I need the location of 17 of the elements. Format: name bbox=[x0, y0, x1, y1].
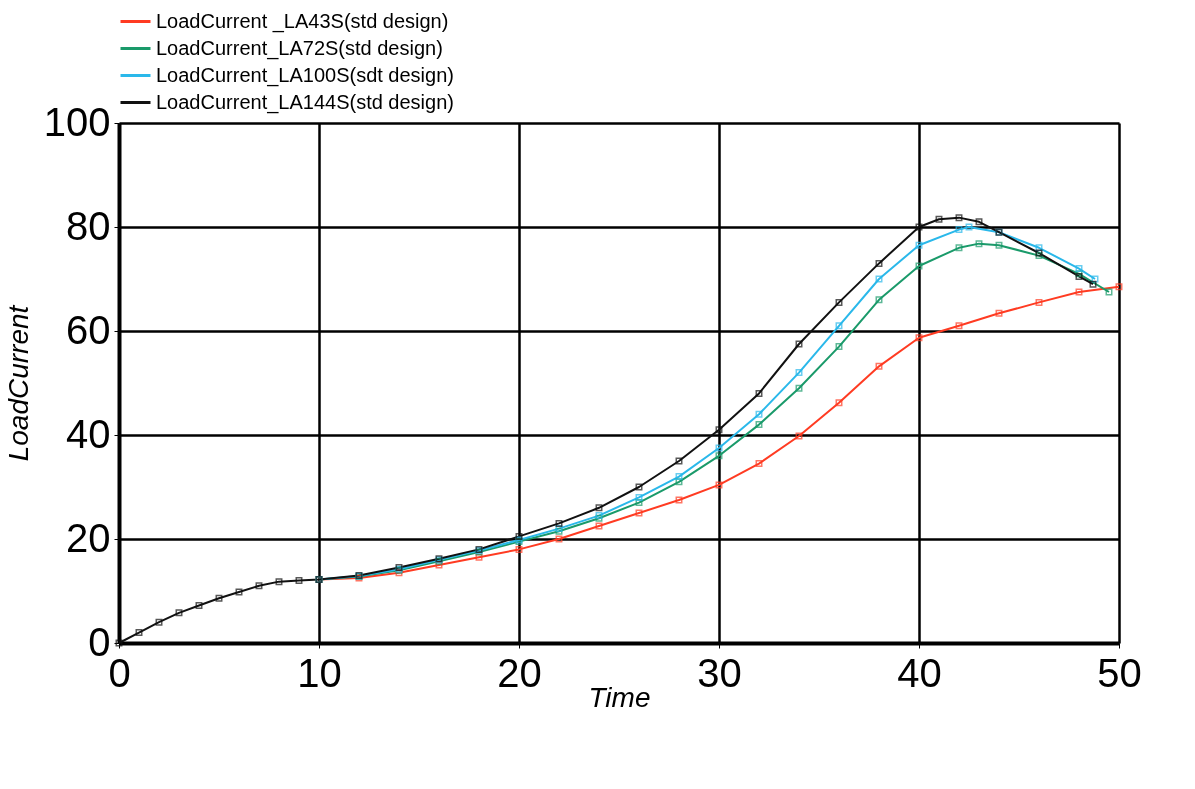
x-tick-label: 50 bbox=[1097, 650, 1142, 695]
x-tick-label: 40 bbox=[897, 650, 942, 695]
y-tick-label: 80 bbox=[66, 203, 111, 248]
y-tick-label: 40 bbox=[66, 411, 111, 456]
legend-label: LoadCurrent_LA72S(std design) bbox=[156, 36, 443, 60]
x-tick-label: 30 bbox=[697, 650, 742, 695]
legend-label: LoadCurrent _LA43S(std design) bbox=[156, 9, 449, 33]
y-tick-label: 100 bbox=[43, 99, 111, 144]
x-tick-label: 10 bbox=[297, 650, 342, 695]
y-tick-label: 0 bbox=[88, 619, 111, 664]
y-tick-label: 60 bbox=[66, 307, 111, 352]
y-tick-label: 20 bbox=[66, 515, 111, 560]
legend-label: LoadCurrent_LA144S(std design) bbox=[156, 90, 454, 114]
x-tick-label: 20 bbox=[497, 650, 542, 695]
x-axis-title: Time bbox=[588, 681, 651, 713]
y-axis-title: LoadCurrent bbox=[2, 304, 34, 462]
legend-label: LoadCurrent_LA100S(sdt design) bbox=[156, 63, 454, 87]
